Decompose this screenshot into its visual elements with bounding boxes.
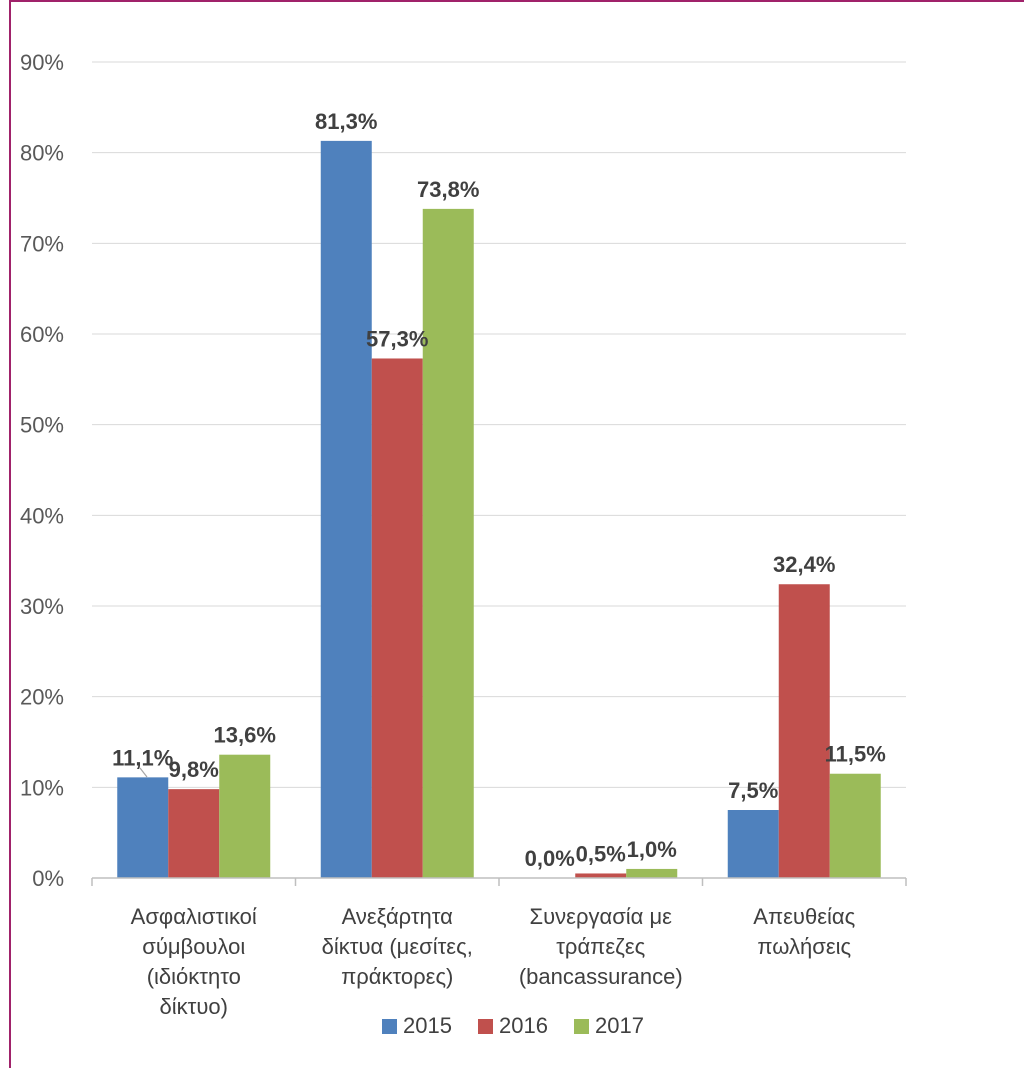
y-tick-label: 10% <box>20 775 64 800</box>
data-label: 13,6% <box>214 723 276 748</box>
data-label: 32,4% <box>773 552 835 577</box>
category-label: Ασφαλιστικοί σύμβουλοι (ιδιόκτητο δίκτυο) <box>131 904 257 1019</box>
gridlines <box>92 61 906 788</box>
bar-2016 <box>168 789 220 878</box>
bar-2017 <box>422 208 474 878</box>
data-label: 11,5% <box>825 742 886 767</box>
chart-frame <box>9 0 1024 1068</box>
data-label: 1,0% <box>627 837 677 862</box>
legend-label: 2015 <box>403 1013 452 1038</box>
data-label: 11,1% <box>112 745 173 770</box>
legend-swatch <box>478 1019 493 1034</box>
bar-2017 <box>829 773 881 878</box>
data-label: 0,5% <box>576 841 626 866</box>
data-label: 0,0% <box>525 846 575 871</box>
legend: 2015 2016 2017 <box>382 1013 644 1038</box>
category-label: Συνεργασία με τράπεζες (bancassurance) <box>519 904 683 989</box>
label-leader-line <box>139 767 148 778</box>
bar-2015 <box>320 140 372 878</box>
category-label: Απευθείας πωλήσεις <box>753 904 855 959</box>
category-label: Ανεξάρτητα δίκτυα (μεσίτες, πράκτορες) <box>322 904 473 989</box>
y-tick-label: 70% <box>20 231 64 256</box>
bars <box>117 140 881 879</box>
y-tick-label: 40% <box>20 503 64 528</box>
data-labels: 11,1%9,8% 13,6% 81,3% 57,3% 73,8% 0,0% 0,5% 1,0… <box>112 109 886 871</box>
bar-2017 <box>219 754 271 878</box>
bar-2017 <box>626 868 678 878</box>
bar-2016 <box>575 873 627 878</box>
data-label: 9,8% <box>169 757 219 782</box>
y-tick-label: 20% <box>20 685 64 710</box>
y-tick-label: 90% <box>20 50 64 75</box>
legend-swatch <box>574 1019 589 1034</box>
legend-swatch <box>382 1019 397 1034</box>
legend-label: 2017 <box>595 1013 644 1038</box>
bar-2015 <box>117 777 169 878</box>
y-tick-label: 0% <box>32 866 64 891</box>
legend-label: 2016 <box>499 1013 548 1038</box>
data-label: 7,5% <box>728 778 778 803</box>
data-label: 81,3% <box>315 109 377 134</box>
y-tick-label: 80% <box>20 141 64 166</box>
y-tick-label: 60% <box>20 322 64 347</box>
y-axis-tick-labels: 0% 10% 20% 30% 40% 50% 60% 70% 80% 90% <box>20 50 64 891</box>
y-tick-label: 30% <box>20 594 64 619</box>
bar-2015 <box>727 810 779 878</box>
x-axis <box>91 877 907 886</box>
y-tick-label: 50% <box>20 413 64 438</box>
category-labels: Ασφαλιστικοί σύμβουλοι (ιδιόκτητο δίκτυο) Αν… <box>131 904 856 1019</box>
bar-2016 <box>778 584 830 878</box>
data-label: 57,3% <box>366 326 428 351</box>
bar-2016 <box>371 358 423 879</box>
data-label: 73,8% <box>417 177 479 202</box>
